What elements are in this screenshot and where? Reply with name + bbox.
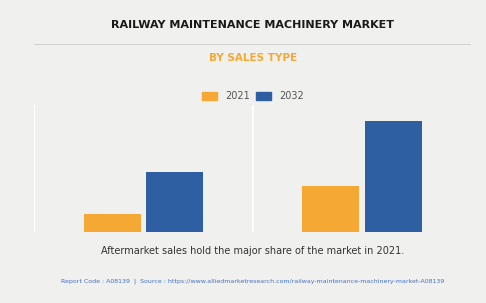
Text: Aftermarket sales hold the major share of the market in 2021.: Aftermarket sales hold the major share o… bbox=[101, 246, 404, 256]
Text: BY SALES TYPE: BY SALES TYPE bbox=[208, 53, 297, 63]
Text: RAILWAY MAINTENANCE MACHINERY MARKET: RAILWAY MAINTENANCE MACHINERY MARKET bbox=[111, 20, 394, 30]
Bar bbox=[146, 172, 203, 232]
Legend: 2021, 2032: 2021, 2032 bbox=[198, 87, 308, 105]
Bar bbox=[365, 121, 422, 232]
Text: Report Code : A08139  |  Source : https://www.alliedmarketresearch.com/railway-m: Report Code : A08139 | Source : https://… bbox=[61, 279, 444, 284]
Bar bbox=[84, 214, 140, 232]
Bar bbox=[302, 186, 359, 232]
